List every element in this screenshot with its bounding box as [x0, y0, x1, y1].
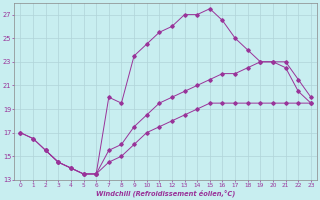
X-axis label: Windchill (Refroidissement éolien,°C): Windchill (Refroidissement éolien,°C): [96, 190, 235, 197]
